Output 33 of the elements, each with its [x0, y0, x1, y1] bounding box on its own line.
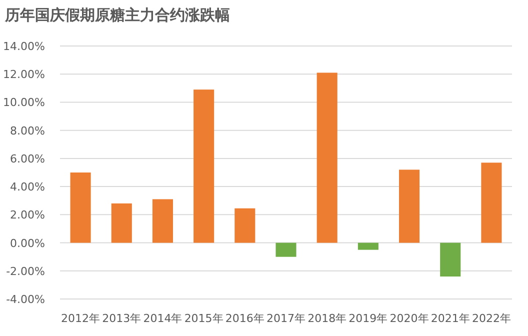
y-tick-label: 0.00% [10, 236, 45, 250]
y-tick-label: -2.00% [6, 264, 45, 278]
y-tick-label: 10.00% [3, 96, 45, 110]
y-tick-label: 8.00% [10, 124, 45, 138]
x-tick-label: 2013年 [102, 312, 142, 325]
chart-title: 历年国庆假期原糖主力合约涨跌幅 [4, 6, 230, 24]
y-tick-label: 12.00% [3, 68, 45, 82]
bar [194, 90, 214, 243]
x-tick-label: 2017年 [266, 312, 306, 325]
x-tick-label: 2012年 [61, 312, 100, 325]
bar [276, 242, 296, 257]
bar [440, 242, 461, 277]
bar [70, 172, 91, 243]
bar [316, 72, 338, 243]
y-tick-label: 6.00% [10, 152, 45, 166]
x-tick-label: 2021年 [430, 312, 470, 325]
bar [358, 242, 378, 250]
x-tick-label: 2015年 [184, 312, 224, 325]
bar [234, 208, 256, 243]
bar [399, 170, 420, 243]
bar [481, 162, 502, 243]
bar [152, 199, 173, 243]
bar [111, 203, 132, 243]
y-tick-label: 14.00% [3, 40, 45, 53]
x-tick-label: 2016年 [225, 312, 264, 325]
y-tick-label: 2.00% [10, 208, 45, 222]
y-tick-label: -4.00% [6, 293, 45, 306]
x-tick-label: 2018年 [308, 312, 347, 325]
x-tick-label: 2020年 [390, 312, 429, 325]
x-tick-label: 2019年 [348, 312, 388, 325]
y-tick-label: 4.00% [10, 180, 45, 194]
x-tick-label: 2014年 [143, 312, 182, 325]
x-tick-label: 2022年 [472, 312, 511, 325]
